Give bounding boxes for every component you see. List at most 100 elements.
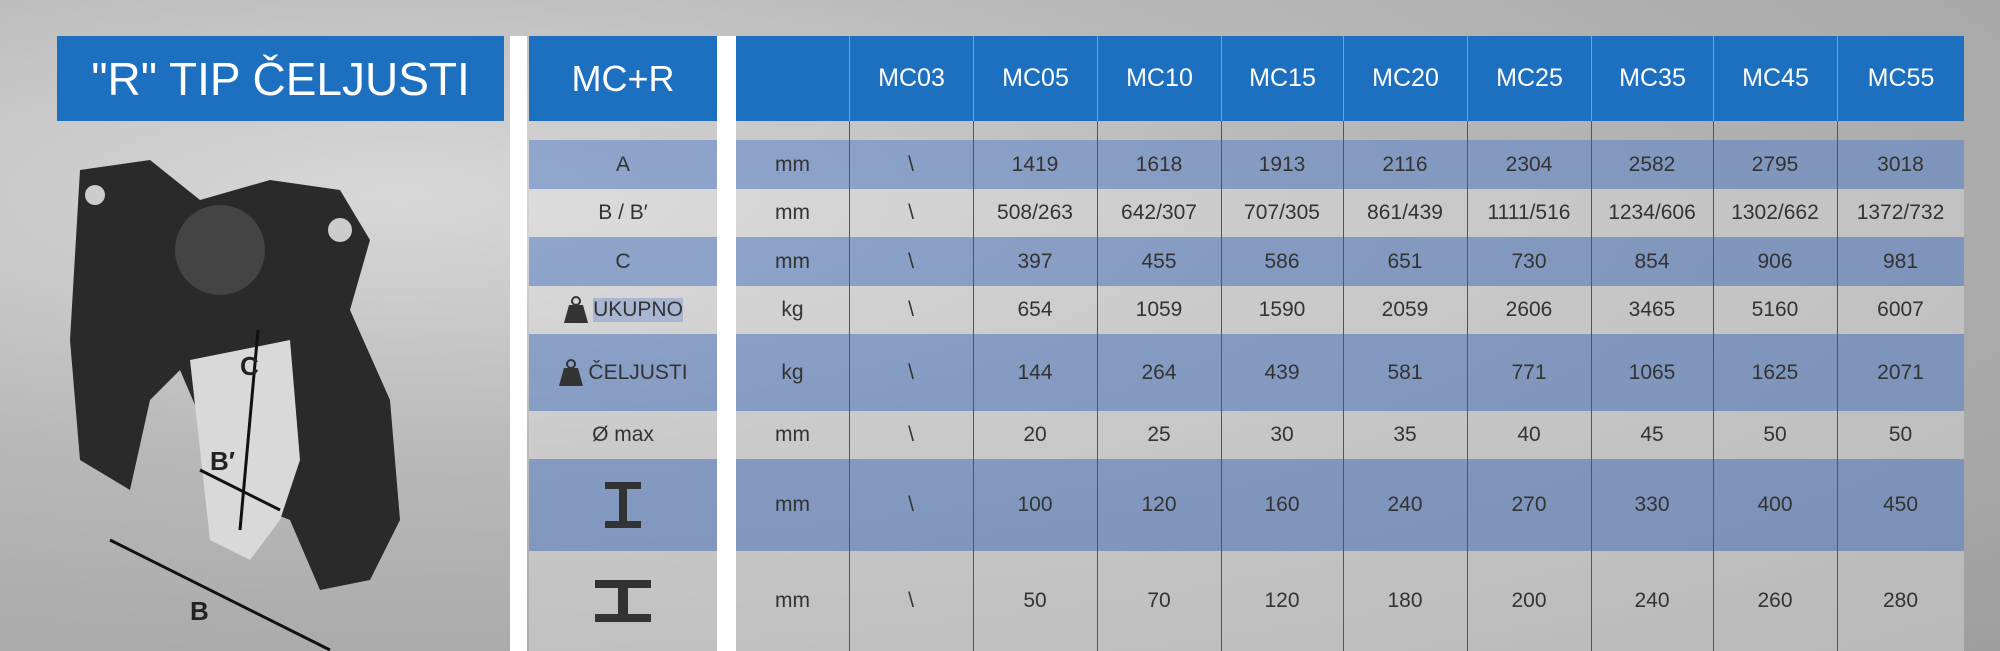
value: 120: [1141, 493, 1177, 516]
column-rule: [1713, 121, 1714, 651]
row-label: [529, 459, 717, 551]
value: \: [908, 201, 914, 224]
pivot: [175, 205, 265, 295]
row-band: [736, 551, 1964, 651]
value: 20: [1023, 423, 1047, 446]
value: 1590: [1258, 298, 1306, 321]
value: 1625: [1751, 360, 1799, 384]
dim-label: C: [240, 351, 259, 381]
value: 260: [1757, 589, 1793, 612]
value: 330: [1634, 493, 1670, 516]
value: 3018: [1877, 152, 1924, 176]
dim-line: [199, 468, 281, 512]
row-label: [529, 551, 717, 651]
value: 180: [1387, 589, 1423, 612]
value: 651: [1387, 249, 1423, 273]
value: 200: [1511, 589, 1547, 612]
value: 50: [1763, 423, 1787, 446]
row-label-text: ČELJUSTI: [588, 360, 688, 384]
value: \: [908, 152, 914, 176]
value: 450: [1882, 493, 1919, 516]
value: 508/263: [997, 201, 1073, 224]
row-band: [529, 411, 717, 459]
value: 2116: [1382, 152, 1428, 176]
column-rule: [849, 121, 850, 651]
unit: kg: [781, 298, 804, 321]
value: 40: [1517, 423, 1541, 446]
column-rule: [1221, 121, 1222, 651]
hole: [328, 218, 352, 242]
value: 642/307: [1121, 201, 1197, 224]
value: 120: [1264, 589, 1300, 612]
column-header: MC55: [1837, 36, 1964, 121]
value: 264: [1141, 360, 1177, 384]
row-label-text: Ø max: [592, 423, 654, 446]
value: 6007: [1877, 298, 1924, 321]
row-label: A: [529, 140, 717, 189]
value: 160: [1264, 493, 1300, 516]
row-band: [529, 237, 717, 286]
value: 397: [1017, 249, 1053, 273]
header-blank: [736, 36, 849, 121]
value: 1234/606: [1608, 201, 1696, 224]
row-band: [736, 411, 1964, 459]
row-label-text: UKUPNO: [593, 298, 683, 322]
value: \: [908, 298, 914, 321]
weight-icon: [559, 358, 584, 386]
value: 30: [1270, 423, 1294, 446]
value: 3465: [1628, 298, 1676, 321]
row-label: B / B′: [529, 189, 717, 237]
row-band: [736, 140, 1964, 189]
column-rule: [1467, 121, 1468, 651]
dim-line: [109, 538, 331, 651]
h-beam-icon: [595, 580, 651, 622]
value: 854: [1634, 249, 1670, 273]
value: 240: [1387, 493, 1423, 516]
unit: mm: [775, 589, 810, 612]
value: 144: [1017, 360, 1053, 384]
hole: [85, 185, 105, 205]
unit: mm: [775, 493, 810, 516]
column-rule: [1097, 121, 1098, 651]
value: 45: [1640, 423, 1664, 446]
value: 400: [1757, 493, 1793, 516]
row-band: [529, 334, 717, 411]
dim-label: B′: [210, 446, 235, 476]
unit: mm: [775, 249, 810, 273]
dim-label: B: [190, 596, 209, 626]
value: 1419: [1011, 152, 1059, 176]
row-label-text: C: [615, 249, 631, 273]
value: 439: [1264, 360, 1300, 384]
row-band: [736, 286, 1964, 334]
attachment-drawing: C B′ B: [70, 160, 400, 651]
value: 280: [1882, 589, 1919, 612]
row-label: UKUPNO: [529, 286, 717, 334]
row-label-text: A: [615, 152, 630, 176]
row-band: [736, 459, 1964, 551]
value: 1059: [1135, 298, 1183, 321]
value: 35: [1393, 423, 1417, 446]
value: 2071: [1877, 360, 1924, 384]
value: \: [908, 493, 914, 516]
row-label: C: [529, 237, 717, 286]
value: 2582: [1628, 152, 1676, 176]
dim-line: [238, 329, 260, 531]
row-band: [736, 189, 1964, 237]
value: 2304: [1505, 152, 1553, 176]
value: 2795: [1751, 152, 1799, 176]
row-label-text: B / B′: [598, 201, 648, 224]
value: \: [908, 360, 914, 384]
value: 240: [1634, 589, 1670, 612]
row-label: ČELJUSTI: [529, 334, 717, 411]
row-band: [529, 189, 717, 237]
value: 1913: [1258, 152, 1306, 176]
value: 861/439: [1367, 201, 1443, 224]
value: 100: [1017, 493, 1053, 516]
value: 2059: [1381, 298, 1429, 321]
column-header: MC10: [1097, 36, 1221, 121]
column-header: MC35: [1591, 36, 1713, 121]
column-header: MC20: [1343, 36, 1467, 121]
value: 707/305: [1244, 201, 1320, 224]
value: 270: [1511, 493, 1547, 516]
